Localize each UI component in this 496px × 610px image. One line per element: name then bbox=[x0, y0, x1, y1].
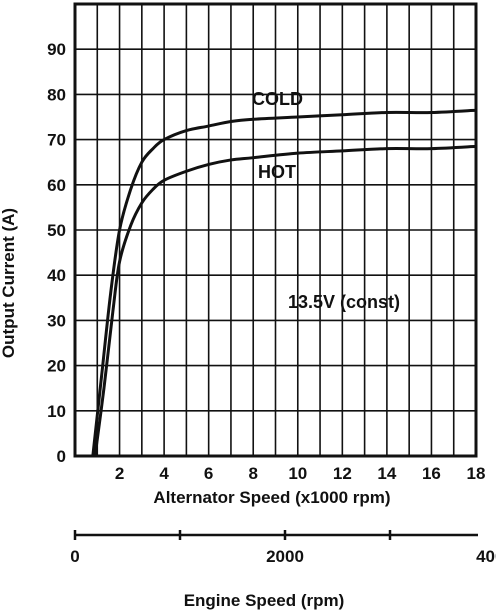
plot-frame bbox=[73, 2, 478, 458]
series-label-hot: HOT bbox=[258, 162, 296, 182]
x-tick-label: 18 bbox=[467, 464, 486, 483]
engine-speed-axis: 0200040006000 bbox=[70, 530, 496, 566]
engine-axis-label: Engine Speed (rpm) bbox=[184, 591, 345, 610]
annotation-voltage: 13.5V (const) bbox=[288, 292, 400, 312]
y-tick-label: 10 bbox=[47, 402, 66, 421]
y-tick-label: 20 bbox=[47, 357, 66, 376]
grid bbox=[75, 4, 476, 456]
x-tick-label: 12 bbox=[333, 464, 352, 483]
y-axis-label: Output Current (A) bbox=[0, 208, 18, 358]
x-tick-label: 8 bbox=[248, 464, 257, 483]
engine-tick-label: 2000 bbox=[266, 547, 304, 566]
series-layer bbox=[91, 108, 477, 457]
y-tick-label: 60 bbox=[47, 176, 66, 195]
series-line-cold bbox=[91, 108, 477, 457]
x-axis-label: Alternator Speed (x1000 rpm) bbox=[153, 488, 390, 507]
engine-tick-label: 4000 bbox=[476, 547, 496, 566]
y-tick-label: 30 bbox=[47, 311, 66, 330]
x-tick-label: 6 bbox=[204, 464, 213, 483]
x-axis-ticks: 2 4 6 8 10 12 14 16 18 bbox=[115, 464, 486, 483]
y-tick-label: 40 bbox=[47, 266, 66, 285]
x-tick-label: 10 bbox=[288, 464, 307, 483]
series-line-hot bbox=[93, 144, 477, 457]
y-tick-label: 80 bbox=[47, 85, 66, 104]
x-tick-label: 4 bbox=[159, 464, 169, 483]
series-label-cold: COLD bbox=[252, 89, 303, 109]
y-tick-label: 70 bbox=[47, 131, 66, 150]
x-tick-label: 14 bbox=[377, 464, 396, 483]
y-tick-label: 50 bbox=[47, 221, 66, 240]
x-tick-label: 2 bbox=[115, 464, 124, 483]
y-axis-ticks: 0 10 20 30 40 50 60 70 80 90 bbox=[47, 40, 66, 466]
y-tick-label: 0 bbox=[57, 447, 66, 466]
engine-tick-label: 0 bbox=[70, 547, 79, 566]
y-tick-label: 90 bbox=[47, 40, 66, 59]
x-tick-label: 16 bbox=[422, 464, 441, 483]
